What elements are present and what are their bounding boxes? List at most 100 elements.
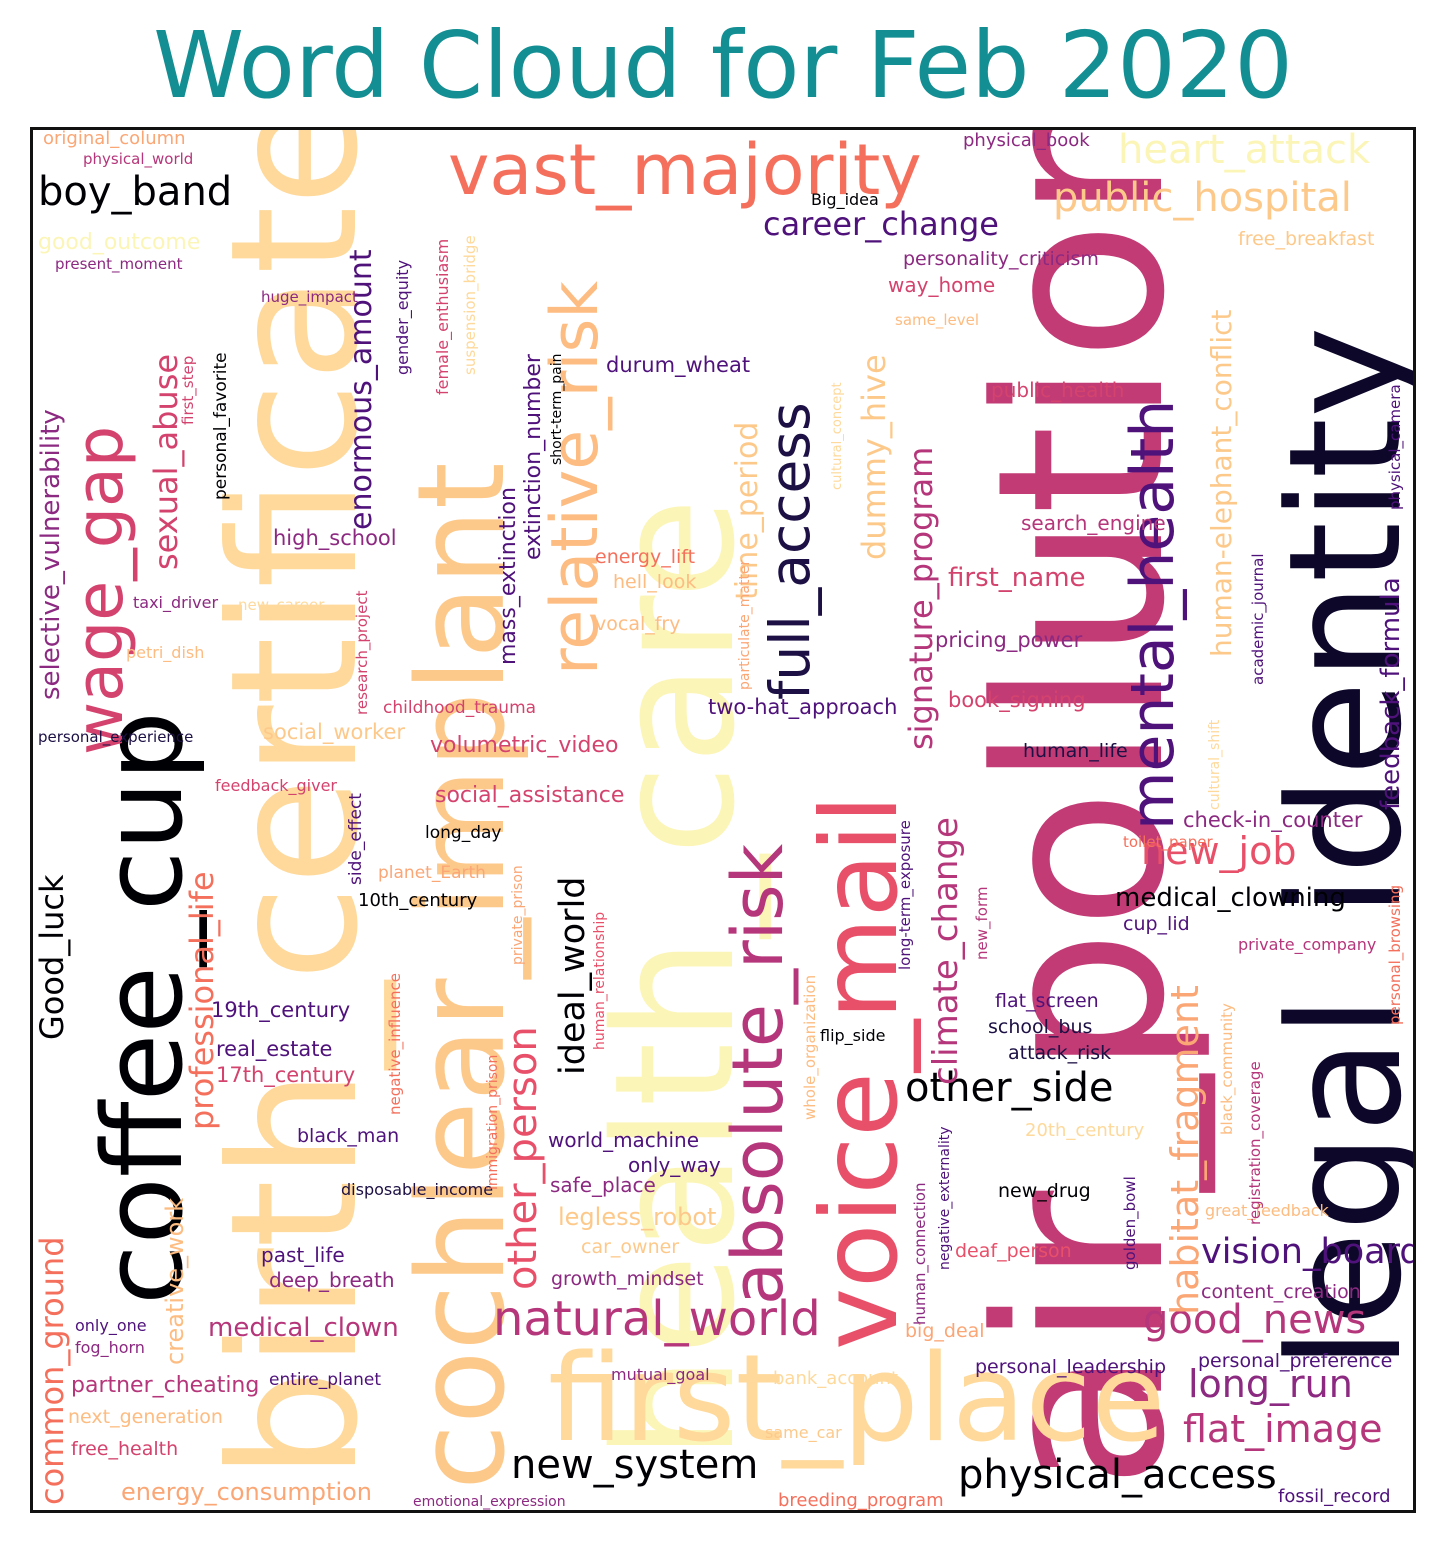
word-real-estate: real_estate xyxy=(216,1037,333,1061)
word-10th-century: 10th_century xyxy=(358,890,478,911)
word-same-car: same_car xyxy=(765,1423,842,1442)
word-high-school: high_school xyxy=(273,526,397,550)
chart-title: Word Cloud for Feb 2020 xyxy=(153,12,1293,119)
word-side-effect: side_effect xyxy=(346,793,366,885)
word-registration-coverage: registration_coverage xyxy=(1246,1061,1264,1225)
word-good-luck: Good_luck xyxy=(33,874,71,1040)
word-safe-place: safe_place xyxy=(550,1173,656,1197)
word-mass-extinction: mass_extinction xyxy=(496,487,521,665)
word-common-ground: common_ground xyxy=(33,1236,71,1505)
word-emotional-expression: emotional_expression xyxy=(413,1494,566,1510)
word-legless-robot: legless_robot xyxy=(558,1203,717,1231)
word-free-breakfast: free_breakfast xyxy=(1238,228,1375,250)
word-black-community: black_community xyxy=(1218,1003,1236,1135)
word-energy-consumption: energy_consumption xyxy=(121,1478,373,1506)
word-entire-planet: entire_planet xyxy=(269,1370,382,1390)
word-social-worker: social_worker xyxy=(263,720,405,744)
word-taxi-driver: taxi_driver xyxy=(133,593,219,612)
word-big-deal: big_deal xyxy=(905,1320,985,1342)
word-19th-century: 19th_century xyxy=(211,998,351,1022)
word-present-moment: present_moment xyxy=(55,255,183,273)
word-attack-risk: attack_risk xyxy=(1008,1042,1112,1064)
word-feedback-giver: feedback_giver xyxy=(215,776,337,795)
word-suspension-bridge: suspension_bridge xyxy=(461,235,479,375)
word-vision-board: vision_board xyxy=(1201,1232,1416,1272)
word-childhood-trauma: childhood_trauma xyxy=(383,698,537,718)
word-research-project: research_project xyxy=(353,590,371,715)
word-habitat-fragment: habitat_fragment xyxy=(1163,985,1207,1315)
word-dummy-hive: dummy_hive xyxy=(855,354,893,560)
word-immigration-prison: immigration_prison xyxy=(485,1054,501,1190)
word-first-step: first_step xyxy=(179,355,197,425)
word-fog-horn: fog_horn xyxy=(75,1338,145,1357)
word-breeding-program: breeding_program xyxy=(778,1490,944,1511)
word-same-level: same_level xyxy=(895,311,980,329)
word-social-assistance: social_assistance xyxy=(435,783,625,808)
word-particulate-matter: particulate_matter xyxy=(737,559,753,690)
word-human-life: human_life xyxy=(1023,740,1128,762)
word-good-outcome: good_outcome xyxy=(38,230,201,255)
word-personal-preference: personal_preference xyxy=(1198,1350,1393,1372)
word-growth-mindset: growth_mindset xyxy=(551,1268,704,1290)
word-17th-century: 17th_century xyxy=(216,1063,356,1087)
word-public-hospital: public_hospital xyxy=(1053,175,1352,221)
word-only-way: only_way xyxy=(628,1153,721,1177)
word-search-engine: search_engine xyxy=(1021,511,1166,535)
word-pricing-power: pricing_power xyxy=(935,628,1083,652)
word-partner-cheating: partner_cheating xyxy=(71,1373,260,1398)
word-deep-breath: deep_breath xyxy=(269,1268,395,1292)
word-female-enthusiasm: female_enthusiasm xyxy=(433,238,452,395)
word-cultural-concept: cultural_concept xyxy=(830,382,845,490)
word-only-one: only_one xyxy=(75,1316,147,1335)
word-negative-influence: negative_influence xyxy=(386,973,404,1115)
word-medical-clown: medical_clown xyxy=(208,1313,399,1343)
word-past-life: past_life xyxy=(261,1243,345,1267)
word-long-day: long_day xyxy=(425,823,502,843)
word-long-run: long_run xyxy=(1188,1362,1353,1406)
word-first-place: first_place xyxy=(548,1330,1166,1469)
word-climate-change: climate_change xyxy=(926,817,966,1085)
word-gender-equity: gender_equity xyxy=(393,259,412,375)
word-way-home: way_home xyxy=(888,273,996,297)
word-other-person: other_person xyxy=(500,1026,546,1290)
word-human-connection: human_connection xyxy=(911,1182,929,1325)
word-world-machine: world_machine xyxy=(548,1128,700,1152)
word-cultural-shift: cultural_shift xyxy=(1207,719,1223,810)
word-career-change: career_change xyxy=(763,205,999,243)
word-physical-camera: physical_camera xyxy=(1386,384,1404,510)
word-personal-browsing: personal_browsing xyxy=(1386,884,1404,1025)
word-vast-majority: vast_majority xyxy=(448,129,922,211)
word-check-in-counter: check-in_counter xyxy=(1183,808,1363,832)
word-toilet-paper: toilet_paper xyxy=(1123,833,1213,851)
word-school-bus: school_bus xyxy=(988,1016,1093,1038)
word-physical-world: physical_world xyxy=(83,150,194,168)
word-new-drug: new_drug xyxy=(998,1180,1091,1202)
word-cloud: air_pollution legal_identity birth_certifi… xyxy=(30,127,1416,1513)
word-ideal-world: ideal_world xyxy=(553,876,593,1075)
word-heart-attack: heart_attack xyxy=(1118,127,1371,173)
word-feedback-formula: feedback_formula xyxy=(1376,577,1406,810)
word-whole-organization: whole_organization xyxy=(801,974,819,1120)
word-physical-access: physical_access xyxy=(958,1452,1277,1498)
word-human-relationship: human_relationship xyxy=(592,911,608,1050)
word-two-hat-approach: two-hat_approach xyxy=(708,695,898,719)
word-20th-century: 20th_century xyxy=(1025,1120,1145,1141)
word-book-signing: book_signing xyxy=(948,688,1086,712)
word-boy-band: boy_band xyxy=(38,169,233,215)
word-natural-world: natural_world xyxy=(493,1291,821,1347)
word-human-elephant-conflict: human-elephant_conflict xyxy=(1205,309,1238,657)
word-disposable-income: disposable_income xyxy=(341,1180,494,1199)
word-new-job: new_job xyxy=(1141,829,1297,873)
word-good-news: good_news xyxy=(1143,1297,1367,1343)
word-personal-experience: personal_experience xyxy=(38,728,194,746)
word-great-feedback: great_feedback xyxy=(1205,1201,1329,1220)
word-short-term-pain: short-term_pain xyxy=(549,353,565,465)
word-new-system: new_system xyxy=(511,1442,759,1488)
word-personal-favorite: personal_favorite xyxy=(211,352,231,500)
word-car-owner: car_owner xyxy=(581,1236,680,1258)
word-golden-bowl: golden_bowl xyxy=(1121,1176,1139,1270)
word-flat-screen: flat_screen xyxy=(995,990,1099,1012)
word-free-health: free_health xyxy=(71,1438,179,1460)
word-first-name: first_name xyxy=(948,563,1086,593)
word-wage-gap: wage_gap xyxy=(63,425,138,755)
